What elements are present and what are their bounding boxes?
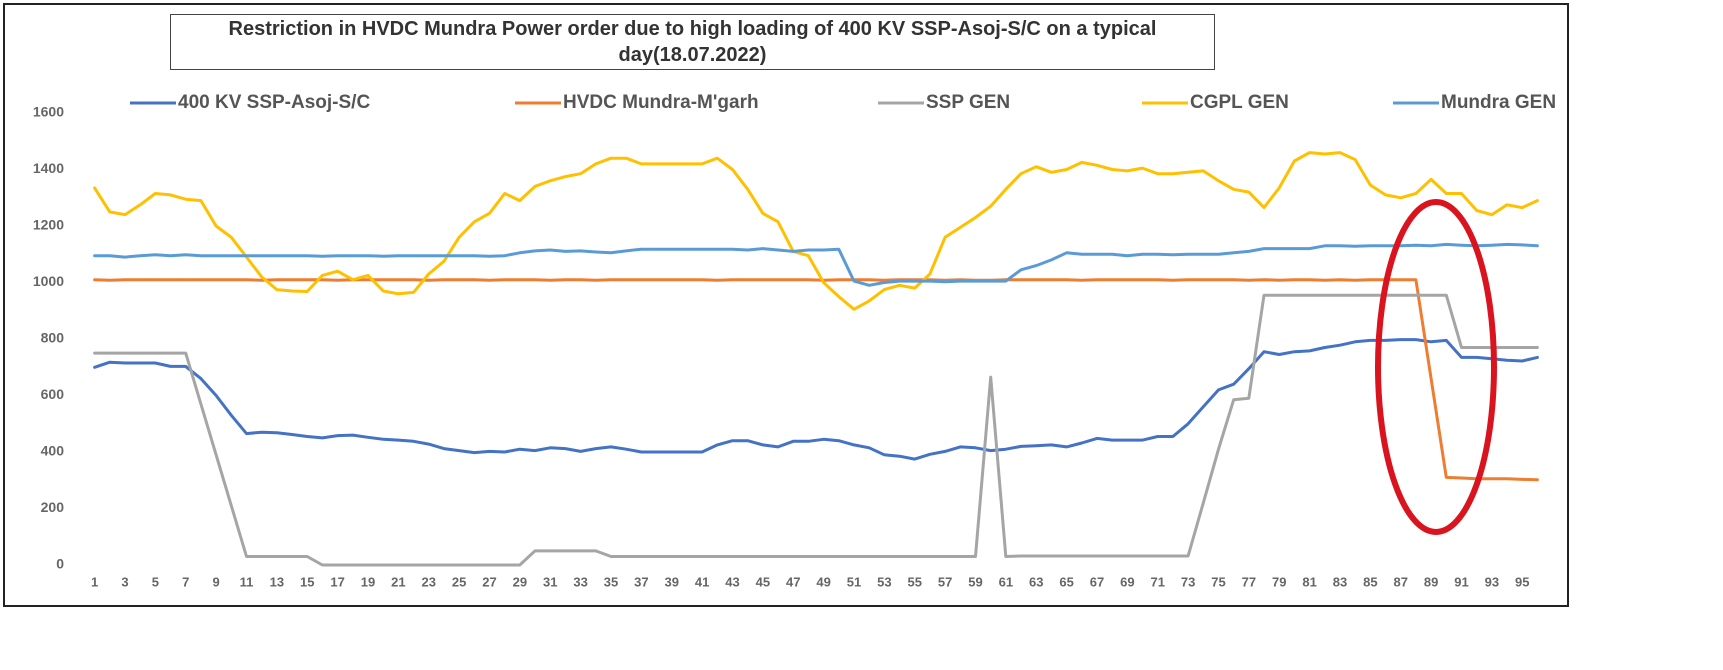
- x-tick-label: 91: [1454, 574, 1468, 589]
- x-tick-label: 57: [938, 574, 952, 589]
- legend-label: SSP GEN: [926, 92, 1010, 113]
- y-tick-label: 600: [41, 386, 65, 402]
- x-tick-label: 9: [212, 574, 219, 589]
- x-tick-label: 31: [543, 574, 557, 589]
- x-tick-label: 75: [1211, 574, 1225, 589]
- legend-label: HVDC Mundra-M'garh: [563, 92, 759, 113]
- x-tick-label: 39: [664, 574, 678, 589]
- x-tick-label: 33: [573, 574, 587, 589]
- x-tick-label: 59: [968, 574, 982, 589]
- x-tick-label: 69: [1120, 574, 1134, 589]
- series-line: [93, 293, 1539, 567]
- x-tick-label: 25: [452, 574, 466, 589]
- legend-label: 400 KV SSP-Asoj-S/C: [178, 92, 370, 113]
- x-tick-label: 37: [634, 574, 648, 589]
- x-tick-label: 89: [1424, 574, 1438, 589]
- y-tick-label: 0: [56, 556, 64, 572]
- x-tick-label: 85: [1363, 574, 1377, 589]
- x-tick-label: 63: [1029, 574, 1043, 589]
- x-tick-label: 87: [1393, 574, 1407, 589]
- x-tick-label: 21: [391, 574, 405, 589]
- x-tick-label: 7: [182, 574, 189, 589]
- x-tick-label: 35: [604, 574, 618, 589]
- x-tick-label: 15: [300, 574, 314, 589]
- x-tick-label: 95: [1515, 574, 1529, 589]
- x-tick-label: 79: [1272, 574, 1286, 589]
- highlight-ellipse: [1375, 199, 1497, 535]
- series-line: [93, 151, 1539, 311]
- y-tick-label: 800: [41, 330, 65, 346]
- y-tick-label: 1200: [33, 217, 64, 233]
- x-tick-label: 45: [756, 574, 770, 589]
- y-tick-label: 200: [41, 499, 65, 515]
- x-tick-label: 67: [1090, 574, 1104, 589]
- series-line: [93, 242, 1539, 287]
- legend-label: Mundra GEN: [1441, 92, 1556, 113]
- x-tick-label: 65: [1059, 574, 1073, 589]
- x-tick-label: 19: [361, 574, 375, 589]
- x-tick-label: 5: [152, 574, 159, 589]
- x-tick-label: 13: [270, 574, 284, 589]
- y-tick-label: 1600: [33, 104, 64, 120]
- x-tick-label: 73: [1181, 574, 1195, 589]
- x-tick-label: 49: [816, 574, 830, 589]
- x-tick-label: 61: [999, 574, 1013, 589]
- x-tick-label: 27: [482, 574, 496, 589]
- x-tick-label: 43: [725, 574, 739, 589]
- x-tick-label: 71: [1150, 574, 1164, 589]
- x-tick-label: 11: [240, 574, 254, 589]
- chart-title: Restriction in HVDC Mundra Power order d…: [170, 14, 1215, 70]
- y-tick-label: 1000: [33, 273, 64, 289]
- series-line: [93, 338, 1539, 461]
- x-tick-label: 23: [421, 574, 435, 589]
- x-tick-label: 3: [121, 574, 128, 589]
- x-tick-label: 41: [695, 574, 709, 589]
- y-tick-label: 400: [41, 443, 65, 459]
- x-tick-label: 53: [877, 574, 891, 589]
- x-tick-label: 29: [513, 574, 527, 589]
- x-tick-label: 77: [1242, 574, 1256, 589]
- x-tick-label: 47: [786, 574, 800, 589]
- x-tick-label: 81: [1302, 574, 1316, 589]
- y-tick-label: 1400: [33, 160, 64, 176]
- x-tick-label: 51: [847, 574, 861, 589]
- legend-label: CGPL GEN: [1190, 92, 1289, 113]
- x-tick-label: 93: [1485, 574, 1499, 589]
- chart-border: [3, 3, 1569, 607]
- x-tick-label: 55: [907, 574, 921, 589]
- x-tick-label: 83: [1333, 574, 1347, 589]
- x-tick-label: 1: [91, 574, 98, 589]
- x-tick-label: 17: [330, 574, 344, 589]
- series-line: [93, 278, 1539, 482]
